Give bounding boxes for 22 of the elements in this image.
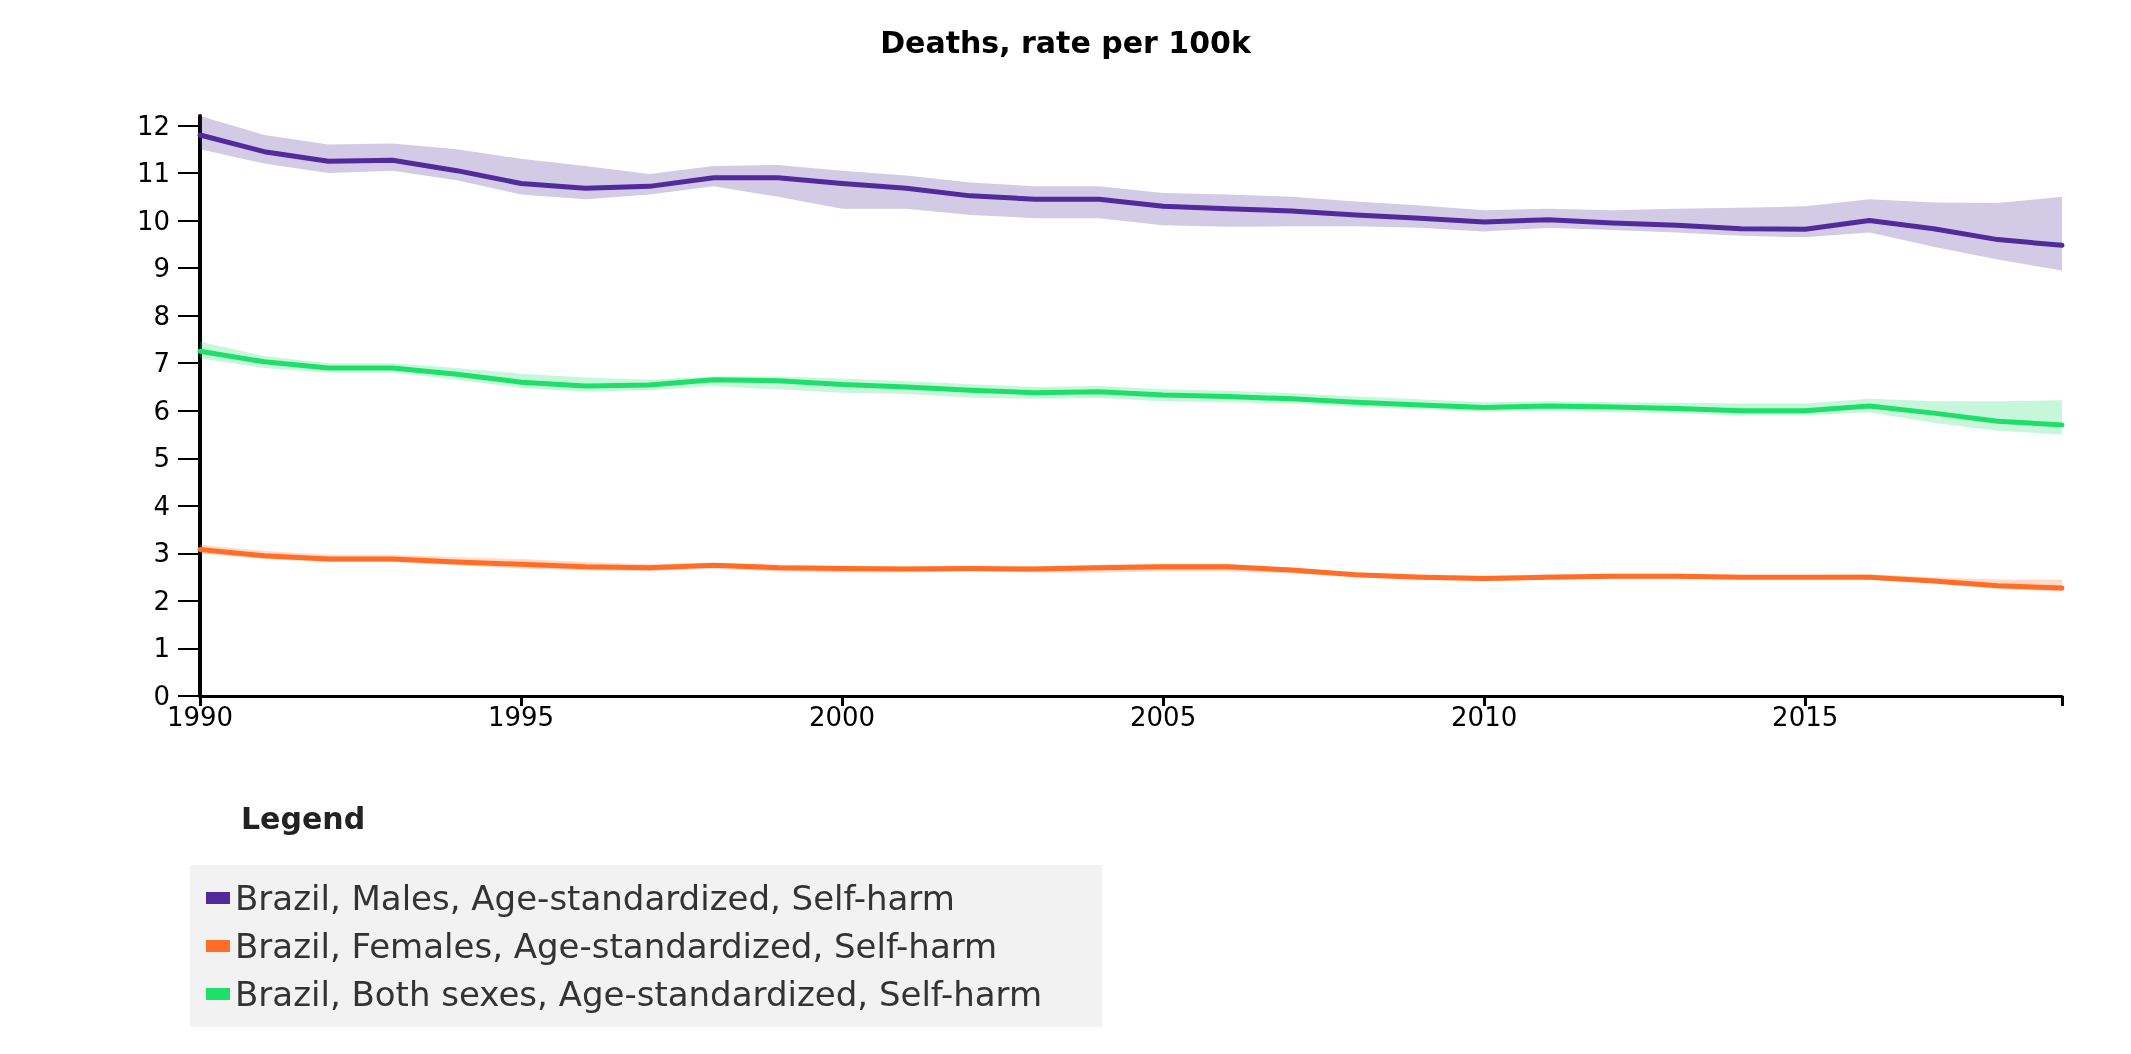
x-tick-label: 2000: [808, 702, 876, 732]
y-tick-label: 12: [136, 110, 170, 141]
y-tick-label: 8: [153, 300, 170, 331]
x-tick-label: 2015: [1772, 702, 1839, 732]
chart-title: Deaths, rate per 100k: [880, 24, 1252, 60]
y-tick-label: 1: [153, 633, 170, 664]
y-tick-label: 7: [153, 348, 170, 379]
legend-label: Brazil, Males, Age-standardized, Self-harm: [235, 878, 955, 918]
x-tick-label: 1995: [487, 702, 555, 732]
y-tick-label: 5: [153, 443, 170, 474]
legend-label: Brazil, Both sexes, Age-standardized, Self-harm: [235, 974, 1043, 1014]
x-tick-label: 2010: [1451, 702, 1518, 732]
y-tick-label: 11: [136, 158, 170, 189]
y-tick-label: 4: [153, 490, 170, 521]
y-tick-label: 2: [153, 585, 170, 616]
legend-title: Legend: [241, 800, 366, 836]
legend-label: Brazil, Females, Age-standardized, Self-harm: [235, 926, 998, 966]
y-tick-label: 9: [153, 253, 170, 284]
y-tick-label: 10: [136, 205, 170, 236]
x-tick-label: 2005: [1130, 702, 1197, 732]
y-tick-label: 3: [153, 538, 170, 569]
y-tick-label: 6: [153, 395, 170, 426]
